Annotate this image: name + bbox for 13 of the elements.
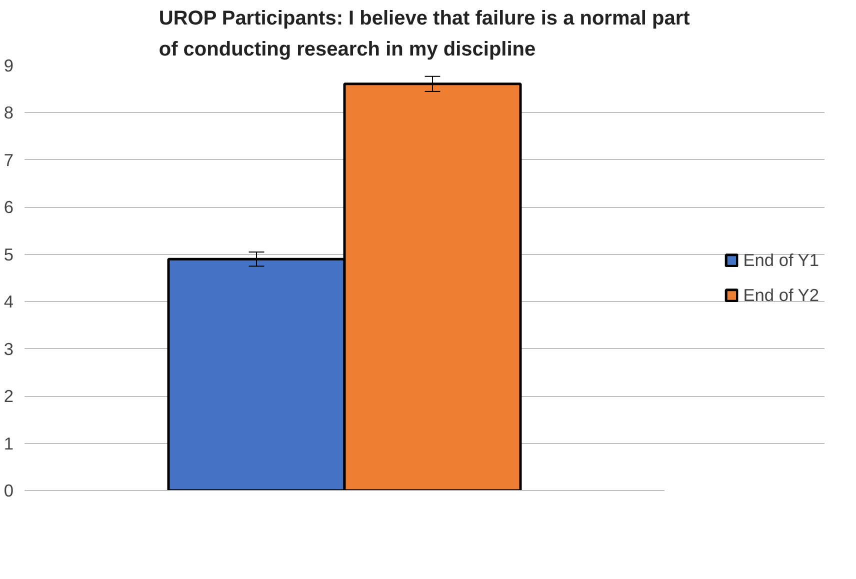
y-tick-label: 4	[4, 292, 14, 312]
y-tick-label: 8	[4, 102, 14, 123]
legend-label: End of Y1	[743, 250, 819, 270]
y-tick-label: 3	[4, 338, 14, 359]
chart-title: UROP Participants: I believe that failure is a normal part of conducting research in my discipline	[158, 8, 690, 60]
y-tick-label: 7	[4, 150, 14, 170]
y-tick-label: 2	[4, 386, 14, 406]
y-tick-label: 5	[4, 244, 14, 264]
y-tick-label: 9	[4, 56, 14, 76]
legend-label: End of Y2	[743, 284, 819, 306]
y-tick-label: 0	[4, 480, 14, 500]
y-tick-label: 6	[4, 197, 14, 218]
y-tick-label: 1	[4, 433, 14, 454]
